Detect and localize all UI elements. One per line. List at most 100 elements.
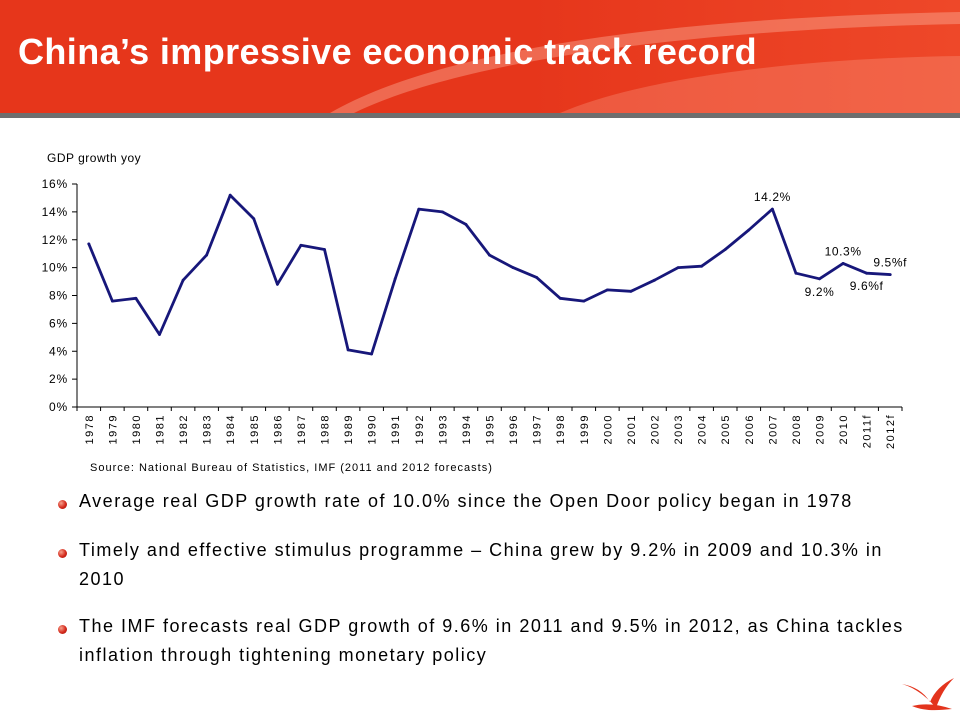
x-tick-label: 1994 — [461, 414, 473, 444]
bullet-text: The IMF forecasts real GDP growth of 9.6… — [79, 612, 904, 670]
data-label-2012f: 9.5%f — [873, 256, 907, 270]
bullet-line: Average real GDP growth rate of 10.0% si… — [79, 491, 853, 511]
x-tick-label: 2002 — [650, 414, 662, 444]
data-point-1992 — [417, 207, 421, 211]
x-tick-label: 2009 — [815, 414, 827, 444]
data-point-1995 — [488, 253, 491, 257]
x-tick-label: 2001 — [626, 414, 638, 444]
x-tick-label: 1997 — [532, 414, 544, 444]
bullet-text: Timely and effective stimulus programme … — [79, 536, 883, 594]
data-point-1979 — [111, 299, 114, 303]
data-point-1978 — [87, 242, 91, 246]
data-point-2005 — [723, 248, 727, 251]
x-tick-label: 1984 — [225, 414, 237, 444]
x-tick-label: 1983 — [202, 414, 214, 444]
data-point-2006 — [747, 228, 751, 232]
x-tick-label: 1989 — [343, 414, 355, 444]
x-tick-label: 2012f — [885, 414, 897, 449]
x-tick-label: 1991 — [390, 414, 402, 444]
y-tick-label: 16% — [42, 177, 68, 191]
gdp-growth-chart: GDP growth yoy 0% 2% 4% 6% 8% 10% 12% 14% 16% 1978… — [42, 151, 907, 449]
bullet-line: The IMF forecasts real GDP growth of 9.6… — [79, 616, 904, 636]
data-point-1988 — [323, 248, 326, 251]
header-swoosh-decoration — [330, 12, 960, 113]
chart-source-note: Source: National Bureau of Statistics, I… — [90, 462, 493, 474]
data-point-1987 — [299, 243, 303, 247]
data-point-2011f — [865, 271, 868, 275]
x-tick-label: 1978 — [84, 414, 96, 444]
data-point-1984 — [228, 193, 232, 197]
x-tick-label: 1998 — [555, 414, 567, 444]
x-tick-label: 1990 — [367, 414, 379, 444]
y-axis-title: GDP growth yoy — [47, 151, 141, 165]
x-tick-label: 1996 — [508, 414, 520, 444]
y-tick-label: 6% — [49, 316, 68, 330]
y-tick-label: 10% — [42, 261, 68, 275]
bullet-dot-icon — [58, 549, 67, 558]
data-point-2004 — [700, 264, 703, 268]
x-tick-label: 2010 — [838, 414, 850, 444]
x-tick-label: 1982 — [178, 414, 190, 444]
data-point-2002 — [653, 278, 656, 282]
bullet-text: Average real GDP growth rate of 10.0% si… — [79, 487, 853, 516]
x-tick-label: 1999 — [579, 414, 591, 444]
x-tick-label: 2005 — [720, 414, 732, 444]
data-point-1982 — [181, 278, 185, 282]
y-tick-label: 12% — [42, 233, 68, 247]
data-point-1991 — [393, 277, 397, 281]
y-tick-label: 14% — [42, 205, 68, 219]
data-label-2011f: 9.6%f — [850, 279, 884, 293]
slide-title: China’s impressive economic track record — [18, 31, 757, 72]
data-point-1994 — [464, 223, 468, 226]
bird-logo-icon — [902, 678, 954, 711]
slide-header: China’s impressive economic track record — [0, 0, 960, 113]
x-tick-label: 1979 — [107, 414, 119, 444]
data-point-1980 — [134, 296, 138, 300]
bullet-line: 2010 — [79, 569, 126, 589]
data-point-2009 — [818, 277, 821, 281]
data-point-2010 — [841, 262, 845, 265]
x-tick-label: 2011f — [862, 414, 874, 448]
x-tick-label: 1987 — [296, 414, 308, 444]
data-label-2010: 10.3% — [825, 244, 862, 258]
data-point-2008 — [794, 271, 798, 275]
data-point-1999 — [582, 299, 586, 303]
header-divider — [0, 113, 960, 118]
x-tick-label: 2004 — [697, 414, 709, 444]
bullet-dot-icon — [58, 500, 67, 509]
x-tick-label: 1993 — [437, 414, 449, 444]
data-point-1997 — [535, 276, 538, 279]
data-point-2000 — [606, 288, 609, 292]
data-label-2009: 9.2% — [805, 285, 835, 299]
y-tick-label: 4% — [49, 344, 68, 358]
x-tick-label: 2007 — [767, 414, 779, 444]
data-point-2007 — [771, 207, 774, 211]
y-tick-label: 8% — [49, 289, 68, 303]
x-tick-label: 1981 — [155, 414, 167, 444]
x-tick-label: 2003 — [673, 414, 685, 444]
data-point-1993 — [441, 210, 444, 214]
data-point-2012f — [888, 273, 892, 276]
bullet-line: Timely and effective stimulus programme … — [79, 540, 883, 560]
x-tick-label: 2000 — [602, 414, 614, 444]
x-tick-label: 1985 — [249, 414, 261, 444]
data-point-1981 — [158, 333, 161, 336]
data-point-1998 — [558, 296, 562, 300]
data-point-1989 — [346, 348, 350, 352]
data-point-1986 — [276, 282, 279, 286]
data-point-1983 — [205, 253, 209, 257]
data-point-1985 — [252, 217, 256, 221]
x-tick-label: 2006 — [744, 414, 756, 444]
x-tick-label: 1992 — [414, 414, 426, 444]
x-tick-label: 1988 — [320, 414, 332, 444]
data-point-1990 — [370, 352, 373, 356]
data-label-2007: 14.2% — [754, 190, 791, 204]
x-tick-label: 1995 — [485, 414, 497, 444]
x-tick-label: 1980 — [131, 414, 143, 444]
bullet-line: inflation through tightening monetary po… — [79, 645, 488, 665]
gdp-growth-line — [87, 193, 892, 356]
bullet-dot-icon — [58, 625, 67, 634]
x-tick-label: 2008 — [791, 414, 803, 444]
data-point-2001 — [629, 289, 633, 293]
